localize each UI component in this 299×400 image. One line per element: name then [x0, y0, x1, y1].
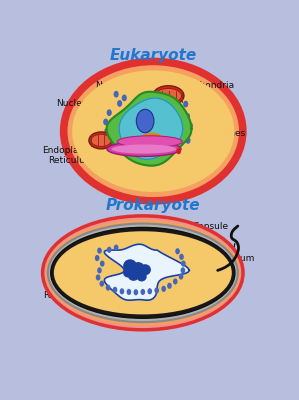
- Circle shape: [97, 248, 102, 254]
- Circle shape: [114, 244, 118, 251]
- Circle shape: [167, 283, 172, 289]
- Circle shape: [134, 289, 138, 295]
- Circle shape: [158, 149, 163, 156]
- Circle shape: [179, 274, 183, 280]
- Ellipse shape: [132, 262, 145, 274]
- Polygon shape: [107, 92, 191, 166]
- Ellipse shape: [64, 62, 242, 200]
- Circle shape: [120, 288, 124, 294]
- Ellipse shape: [107, 142, 181, 156]
- Ellipse shape: [42, 216, 243, 330]
- Circle shape: [185, 113, 190, 120]
- Circle shape: [100, 280, 104, 287]
- Circle shape: [181, 260, 186, 267]
- Circle shape: [183, 101, 188, 108]
- Ellipse shape: [123, 259, 137, 273]
- Circle shape: [175, 248, 180, 254]
- Ellipse shape: [54, 231, 232, 314]
- Text: Endoplasmic
Reticulum: Endoplasmic Reticulum: [42, 146, 100, 166]
- Ellipse shape: [139, 264, 151, 275]
- Circle shape: [118, 148, 123, 154]
- Polygon shape: [104, 244, 189, 300]
- Circle shape: [113, 287, 117, 293]
- Circle shape: [107, 137, 112, 144]
- Text: Nucleus: Nucleus: [56, 99, 126, 120]
- Ellipse shape: [72, 70, 234, 192]
- Text: Eukaryote: Eukaryote: [110, 48, 197, 63]
- Ellipse shape: [112, 144, 176, 154]
- Ellipse shape: [123, 268, 132, 278]
- Ellipse shape: [51, 228, 235, 318]
- Text: Flagellum: Flagellum: [210, 244, 254, 262]
- Text: Nucleoid: Nucleoid: [117, 216, 157, 252]
- Circle shape: [103, 118, 108, 125]
- Text: Cell Wall: Cell Wall: [170, 291, 209, 300]
- Circle shape: [185, 137, 190, 144]
- Circle shape: [104, 128, 109, 134]
- Polygon shape: [119, 98, 183, 159]
- Ellipse shape: [137, 272, 147, 282]
- Circle shape: [132, 150, 137, 157]
- Circle shape: [181, 267, 185, 274]
- Circle shape: [188, 122, 193, 129]
- Text: Ribosomes: Ribosomes: [43, 265, 100, 300]
- Circle shape: [122, 94, 127, 101]
- Ellipse shape: [45, 220, 240, 326]
- Text: Nucleolis: Nucleolis: [96, 81, 145, 119]
- Circle shape: [100, 260, 105, 267]
- Ellipse shape: [128, 270, 139, 281]
- Circle shape: [107, 109, 112, 116]
- Circle shape: [95, 255, 100, 261]
- Circle shape: [114, 91, 119, 98]
- Text: Cell Membrane: Cell Membrane: [104, 302, 173, 315]
- Circle shape: [161, 286, 166, 292]
- Text: Capsule: Capsule: [181, 222, 229, 246]
- Ellipse shape: [138, 133, 166, 150]
- Circle shape: [107, 247, 112, 253]
- Circle shape: [126, 289, 131, 295]
- Circle shape: [173, 278, 178, 284]
- Text: Ribosomes: Ribosomes: [187, 129, 245, 138]
- Circle shape: [164, 147, 170, 154]
- Circle shape: [96, 274, 100, 280]
- Circle shape: [125, 149, 130, 156]
- Text: Mitochondria: Mitochondria: [175, 81, 234, 95]
- Circle shape: [106, 284, 110, 291]
- Text: Prokaryote: Prokaryote: [106, 198, 201, 212]
- Circle shape: [136, 109, 154, 133]
- Ellipse shape: [117, 136, 182, 148]
- Circle shape: [183, 130, 188, 137]
- Circle shape: [179, 106, 184, 113]
- Circle shape: [117, 100, 122, 107]
- Circle shape: [97, 267, 102, 274]
- Ellipse shape: [91, 134, 111, 146]
- Circle shape: [111, 144, 116, 150]
- Circle shape: [141, 289, 145, 295]
- Circle shape: [151, 150, 156, 157]
- Circle shape: [147, 288, 152, 294]
- Circle shape: [179, 254, 184, 260]
- Ellipse shape: [155, 88, 181, 103]
- Ellipse shape: [68, 65, 239, 197]
- Circle shape: [154, 287, 159, 294]
- Ellipse shape: [48, 224, 238, 322]
- Ellipse shape: [153, 86, 184, 106]
- Circle shape: [176, 148, 181, 154]
- Ellipse shape: [89, 132, 113, 149]
